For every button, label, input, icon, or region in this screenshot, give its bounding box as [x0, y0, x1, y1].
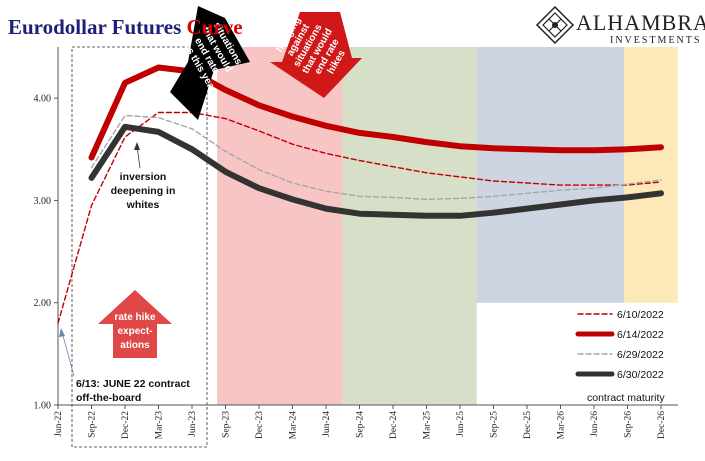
logo-emblem-icon: [535, 5, 575, 45]
y-tick-label: 4.00: [34, 94, 52, 105]
red-arrow-annotation: hedging against situations that would en…: [270, 12, 362, 98]
y-tick-label: 3.00: [34, 196, 52, 207]
series-line: [88, 123, 664, 219]
chart-title-main: Eurodollar Futures: [8, 15, 187, 39]
x-tick-label: Jun-26: [590, 411, 600, 437]
x-tick-label: Dec-26: [657, 411, 667, 439]
legend-label: 6/29/2022: [617, 349, 664, 361]
x-tick-label: Mar-23: [155, 411, 165, 440]
rate-hike-line-2: expect-: [117, 326, 152, 337]
inversion-annotation: inversion deepening in whites: [111, 142, 176, 211]
y-ticks: 1.00 2.00 3.00 4.00: [34, 94, 58, 412]
x-tick-label: Dec-25: [523, 411, 533, 439]
x-tick-label: Jun-22: [54, 411, 64, 437]
legend-label: 6/30/2022: [617, 369, 664, 381]
x-tick-label: Sep-24: [356, 411, 366, 438]
alhambra-logo: ALHAMBRA INVESTMENTS: [535, 5, 705, 46]
x-tick-label: Dec-24: [389, 411, 399, 439]
whites-dashed-box: [71, 46, 208, 448]
background-bands: [217, 47, 678, 405]
x-tick-label: Mar-24: [289, 411, 299, 440]
legend-label: 6/14/2022: [617, 329, 664, 341]
x-tick-label: Dec-22: [121, 411, 131, 439]
june22-line-2: off-the-board: [76, 392, 141, 404]
x-tick-label: Sep-26: [624, 411, 634, 438]
background-band: [342, 47, 477, 405]
x-tick-label: Sep-25: [490, 411, 500, 438]
x-tick-label: Jun-23: [188, 411, 198, 437]
x-tick-label: Jun-24: [322, 411, 332, 437]
background-band: [217, 47, 343, 405]
rate-hike-line-3: ations: [120, 340, 150, 351]
chart-title-accent: Curve: [187, 15, 243, 39]
x-tick-label: Mar-25: [423, 411, 433, 440]
series-line: [90, 114, 662, 201]
background-band: [624, 47, 678, 303]
legend-label: 6/10/2022: [617, 309, 664, 321]
brand-sub: INVESTMENTS: [610, 35, 701, 46]
x-ticks: Jun-22 Sep-22 Dec-22 Mar-23 Jun-23 Sep-23 Dec-…: [54, 405, 667, 439]
x-tick-label: Sep-23: [222, 411, 232, 438]
brand-name: ALHAMBRA: [576, 10, 705, 35]
y-tick-label: 1.00: [34, 401, 52, 412]
rate-hike-line-1: rate hike: [114, 312, 156, 323]
legend: 6/10/2022 6/14/2022 6/29/2022 6/30/2022: [575, 309, 664, 381]
rate-hike-arrow: rate hike expect- ations: [98, 290, 172, 358]
inversion-line-3: whites: [126, 199, 160, 211]
contract-maturity-note: contract maturity: [587, 392, 665, 404]
x-tick-label: Dec-23: [255, 411, 265, 439]
inversion-line-2: deepening in: [111, 185, 176, 197]
series-line: [57, 111, 662, 324]
x-tick-label: Sep-22: [88, 411, 98, 438]
inversion-line-1: inversion: [120, 171, 167, 183]
june22-annotation: 6/13: JUNE 22 contract off-the-board: [59, 328, 190, 404]
chart-title: Eurodollar Futures Curve: [8, 15, 243, 39]
y-tick-label: 2.00: [34, 298, 52, 309]
june22-line-1: 6/13: JUNE 22 contract: [76, 378, 190, 390]
x-tick-label: Jun-25: [456, 411, 466, 437]
x-tick-label: Mar-26: [557, 411, 567, 440]
background-band: [476, 47, 625, 303]
